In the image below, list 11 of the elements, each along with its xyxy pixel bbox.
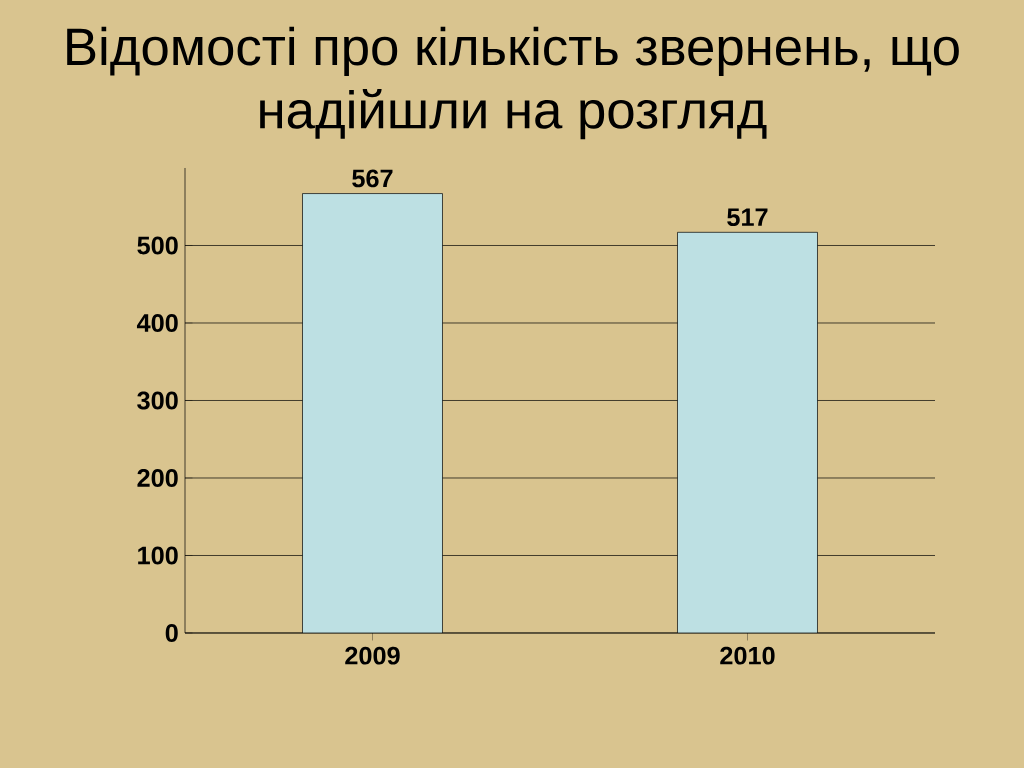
x-tick-label: 2010 [720,646,775,665]
data-label: 567 [352,169,393,188]
x-tick-label: 2009 [345,646,400,665]
y-tick-label: 200 [137,469,178,487]
y-tick-label: 0 [165,624,178,642]
y-tick-label: 300 [137,391,178,410]
y-tick-label: 500 [137,236,178,255]
data-label: 517 [727,208,768,227]
y-tick-label: 100 [138,546,178,565]
chart-title: Відомості про кількість звернень, що надійшли на розгляд [67,26,959,140]
y-tick-label: 400 [136,314,178,332]
